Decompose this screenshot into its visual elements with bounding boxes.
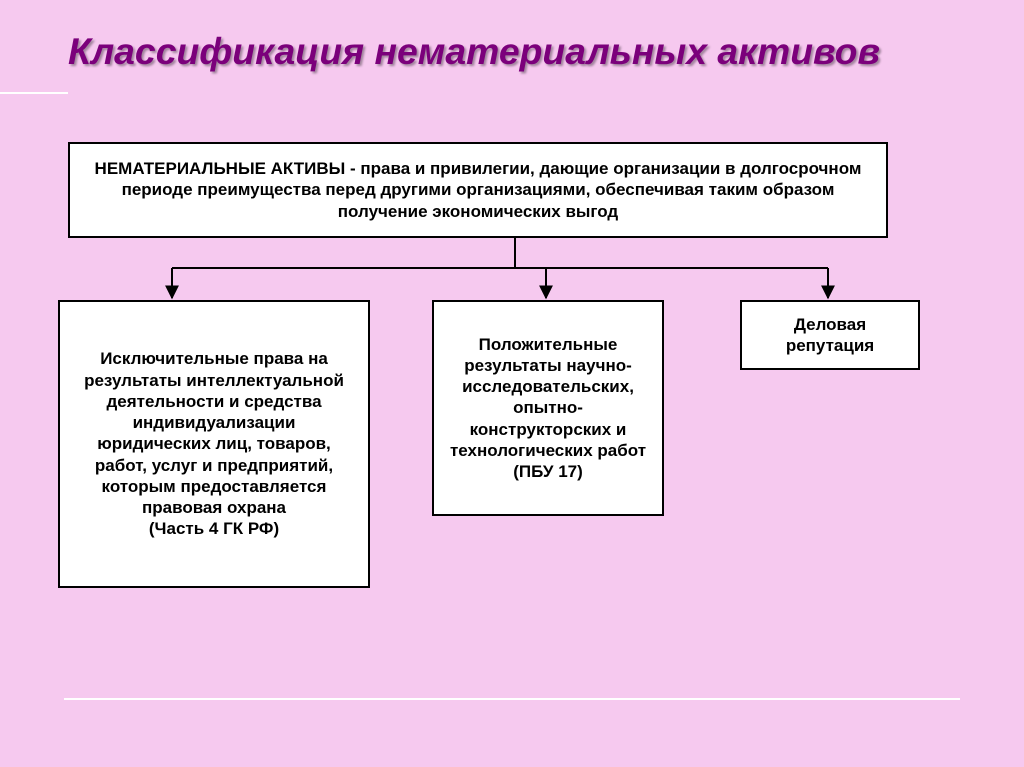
child-text-goodwill: Деловая репутация <box>756 314 904 357</box>
title-rule <box>0 92 68 94</box>
child-text-exclusive-rights: Исключительные права на результаты интел… <box>74 348 354 539</box>
slide-title: Классификация нематериальных активов <box>68 30 880 73</box>
child-box-rnd-results: Положительные результаты научно-исследов… <box>432 300 664 516</box>
definition-text: НЕМАТЕРИАЛЬНЫЕ АКТИВЫ - права и привилег… <box>84 158 872 222</box>
child-box-exclusive-rights: Исключительные права на результаты интел… <box>58 300 370 588</box>
slide: Классификация нематериальных активов НЕМ… <box>0 0 1024 767</box>
child-text-rnd-results: Положительные результаты научно-исследов… <box>448 334 648 483</box>
child-box-goodwill: Деловая репутация <box>740 300 920 370</box>
footer-rule <box>64 698 960 700</box>
definition-box: НЕМАТЕРИАЛЬНЫЕ АКТИВЫ - права и привилег… <box>68 142 888 238</box>
